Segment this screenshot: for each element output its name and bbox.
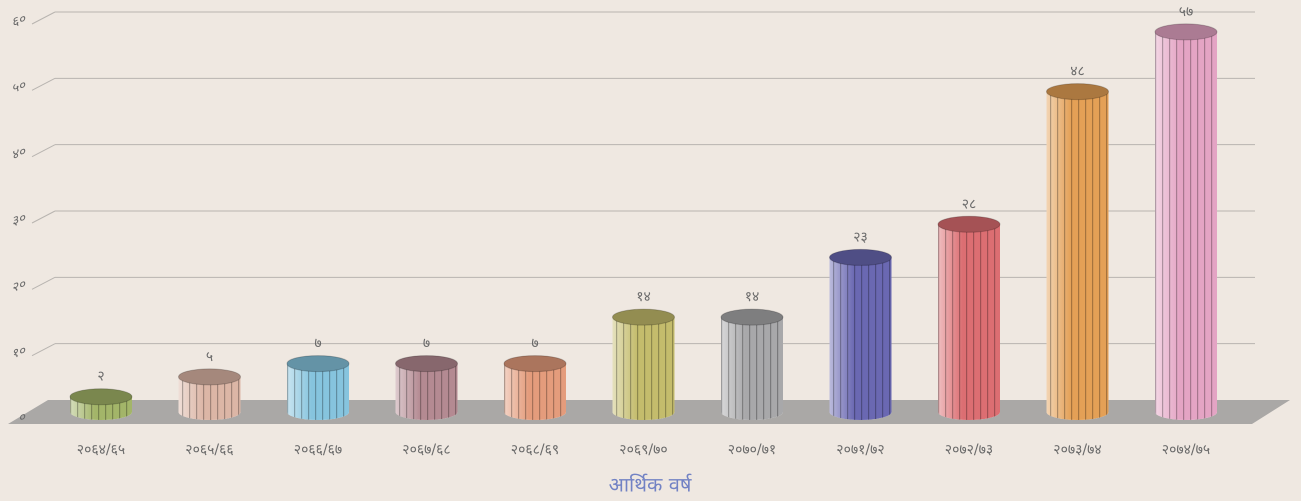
- x-tick-label: २०६६/६७: [294, 442, 342, 458]
- x-tick-label: २०७४/७५: [1162, 442, 1210, 458]
- value-label: ७: [531, 336, 538, 352]
- value-label: ५७: [1179, 4, 1194, 20]
- value-label: ५: [206, 349, 213, 365]
- grid-line-side: [31, 210, 56, 224]
- y-tick-label: ५०: [12, 78, 26, 97]
- value-label: ७: [314, 336, 321, 352]
- cylinder-stripes: [938, 224, 1000, 420]
- cylinder-top: [1154, 23, 1218, 41]
- value-label: १४: [745, 289, 760, 305]
- y-tick-label: २०: [12, 277, 26, 296]
- grid-line-side: [31, 11, 56, 25]
- value-label: २३: [853, 229, 868, 245]
- cylinder-top: [69, 388, 133, 406]
- value-label: ४८: [1070, 64, 1085, 80]
- grid-line-side: [31, 276, 56, 290]
- grid-line-side: [31, 343, 56, 357]
- value-label: २८: [962, 196, 977, 212]
- y-tick-label: ६०: [12, 11, 26, 30]
- cylinder-top-shade: [1155, 23, 1217, 40]
- cylinder-top-shade: [938, 216, 1000, 233]
- cylinder-top-shade: [287, 355, 349, 372]
- cylinder-top: [829, 248, 892, 266]
- x-tick-label: २०६५/६६: [185, 442, 233, 458]
- y-tick-label: ४०: [12, 144, 26, 163]
- x-tick-label: २०७०/७१: [728, 442, 776, 458]
- cylinder-top: [178, 368, 241, 386]
- grid-line-side: [31, 77, 56, 91]
- cylinder-stripes: [178, 376, 241, 420]
- cylinder-top-shade: [395, 355, 458, 372]
- cylinder-stripes: [395, 363, 458, 420]
- value-label: ७: [423, 336, 430, 352]
- x-axis-title: आर्थिक वर्ष: [609, 473, 693, 497]
- cylinder-top-shade: [70, 388, 132, 405]
- cylinder-stripes: [612, 317, 675, 420]
- cylinder-top: [612, 308, 675, 326]
- x-tick-label: २०६८/६९: [511, 442, 559, 458]
- cylinder-top-shade: [829, 249, 892, 266]
- value-label: २: [97, 369, 104, 385]
- cylinder-stripes: [504, 363, 566, 420]
- x-tick-label: २०७३/७४: [1053, 442, 1101, 458]
- x-tick-label: २०६९/७०: [619, 442, 667, 458]
- x-tick-label: २०६७/६८: [402, 442, 450, 458]
- value-label: १४: [636, 289, 651, 305]
- x-tick-label: २०७२/७३: [945, 442, 993, 458]
- cylinder-top: [395, 355, 458, 373]
- cylinder-top: [720, 308, 784, 326]
- y-tick-label: ०: [19, 409, 26, 426]
- cylinder-top: [937, 215, 1001, 233]
- y-tick-label: ३०: [12, 210, 26, 229]
- x-tick-label: २०७१/७२: [836, 442, 884, 458]
- grid-line-side: [31, 144, 56, 158]
- cylinder-top-shade: [612, 309, 675, 326]
- cylinder-top-shade: [178, 368, 241, 385]
- cylinder-top-shade: [721, 309, 783, 326]
- x-tick-label: २०६४/६५: [77, 442, 125, 458]
- cylinder-stripes: [287, 363, 349, 420]
- cylinder-stripes: [1155, 31, 1217, 421]
- cylinder-top: [286, 355, 350, 373]
- cylinder-top: [1046, 83, 1109, 101]
- y-tick-label: १०: [12, 343, 26, 362]
- cylinder-stripes: [1046, 91, 1109, 420]
- cylinder-stripes: [829, 257, 892, 420]
- cylinder-top-shade: [1046, 83, 1109, 100]
- cylinder-top-shade: [504, 355, 566, 372]
- cylinder-stripes: [721, 317, 783, 420]
- cylinder-top: [503, 355, 567, 373]
